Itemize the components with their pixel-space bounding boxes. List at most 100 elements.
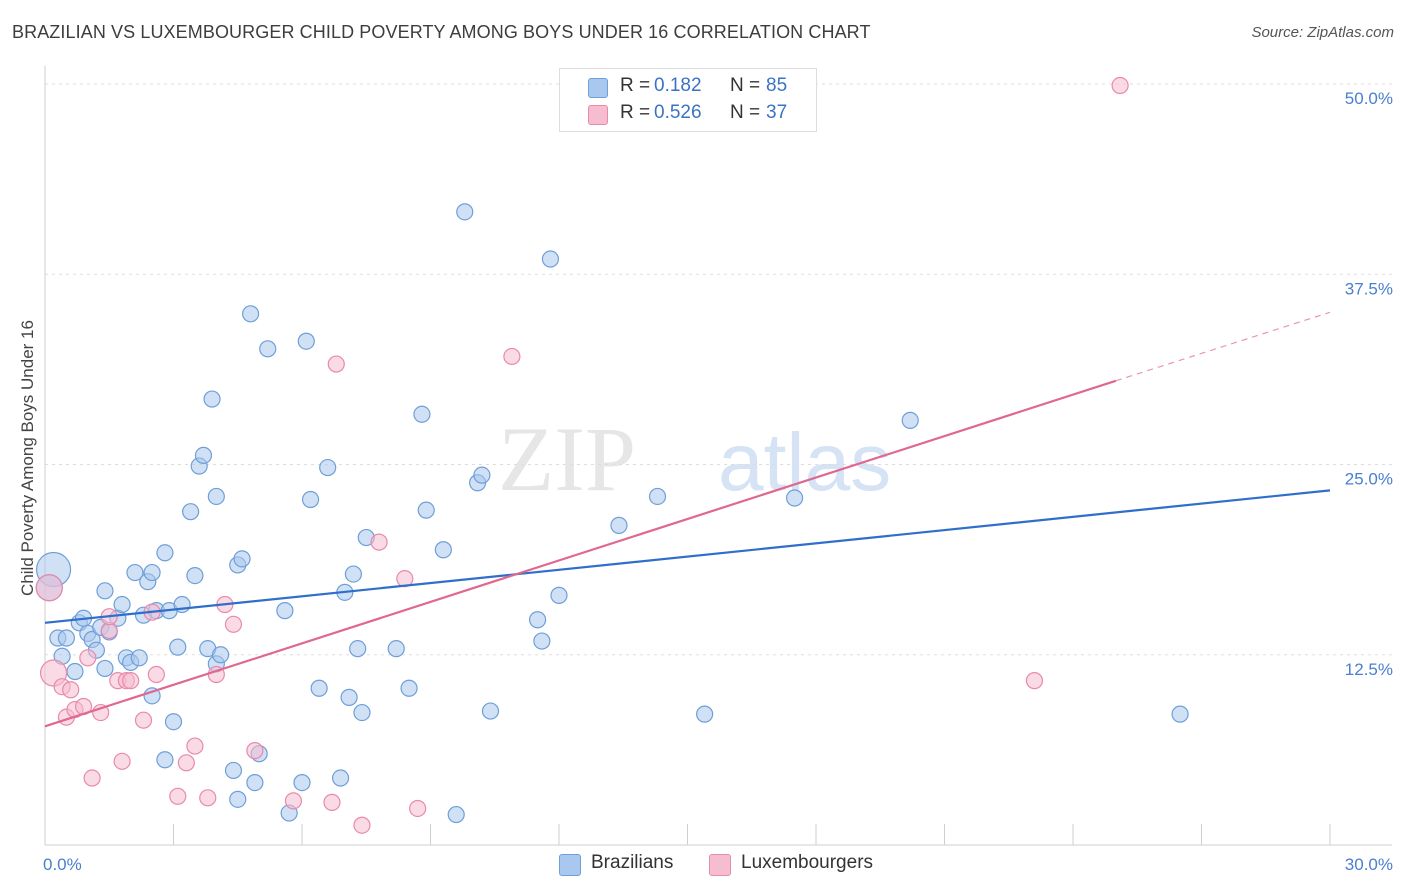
- trend-lines: [44, 311, 1331, 728]
- legend-n-value: 37: [766, 102, 788, 123]
- data-point: [147, 665, 165, 684]
- brazilians-points: [35, 203, 1189, 824]
- data-point: [134, 711, 153, 729]
- y-tick-label: 50.0%: [1345, 89, 1393, 108]
- data-point: [331, 769, 350, 787]
- legend-r-value: 0.182: [654, 75, 702, 96]
- data-point: [143, 687, 161, 705]
- data-point: [224, 615, 243, 633]
- bottom-legend-label: Brazilians: [591, 852, 674, 873]
- data-point: [481, 702, 500, 720]
- legend-n-label: N =: [730, 102, 761, 123]
- data-point: [413, 405, 431, 423]
- data-point: [323, 793, 341, 811]
- y-tick-label: 37.5%: [1345, 279, 1393, 298]
- y-tick-labels: 12.5% 25.0% 37.5% 50.0%: [1345, 89, 1393, 679]
- data-point: [610, 516, 628, 534]
- data-point: [130, 649, 148, 667]
- data-point: [349, 640, 367, 658]
- data-point: [259, 340, 277, 358]
- data-point: [301, 490, 320, 509]
- luxembourgers-points: [35, 76, 1129, 834]
- data-point: [164, 713, 183, 731]
- x-tick-label: 30.0%: [1345, 855, 1393, 874]
- data-point: [1111, 76, 1129, 95]
- legend-swatch-pink: [588, 105, 608, 125]
- data-point: [456, 203, 474, 221]
- data-point: [353, 703, 371, 722]
- legend-r-value: 0.526: [654, 102, 702, 123]
- data-point: [212, 646, 230, 664]
- legend-r-label: R =: [620, 102, 651, 123]
- data-point: [387, 640, 405, 658]
- bottom-legend-swatch-blue: [559, 854, 581, 876]
- data-point: [696, 705, 714, 723]
- data-point: [126, 563, 144, 582]
- data-point: [229, 790, 247, 808]
- data-point: [473, 466, 491, 484]
- data-point: [648, 487, 667, 506]
- data-point: [242, 305, 260, 323]
- bottom-legend-label: Luxembourgers: [741, 852, 874, 873]
- data-point: [409, 799, 427, 818]
- data-point: [284, 792, 303, 810]
- data-point: [1025, 672, 1044, 690]
- data-point: [246, 742, 264, 760]
- data-point: [901, 411, 919, 429]
- data-point: [122, 672, 140, 690]
- legend-swatch-blue: [588, 78, 608, 98]
- stats-legend: R = 0.182 N = 85 R = 0.526 N = 37: [559, 68, 817, 132]
- data-point: [113, 595, 131, 614]
- data-point: [785, 489, 804, 507]
- data-point: [35, 574, 63, 602]
- data-point: [169, 638, 187, 656]
- legend-n-value: 85: [766, 75, 788, 96]
- data-point: [169, 787, 187, 805]
- data-point: [344, 565, 362, 583]
- data-point: [66, 662, 84, 681]
- data-point: [353, 816, 371, 834]
- watermark-zip: ZIP: [498, 408, 636, 510]
- data-point: [528, 611, 547, 629]
- data-point: [417, 501, 435, 519]
- luxembourgers-trend-extension: [1115, 311, 1331, 382]
- data-point: [246, 773, 264, 792]
- data-point: [233, 550, 251, 568]
- data-point: [319, 458, 337, 477]
- data-point: [276, 602, 294, 620]
- data-point: [340, 688, 358, 706]
- data-point: [533, 632, 551, 650]
- data-point: [57, 629, 76, 647]
- x-tick-labels: 0.0% 30.0%: [43, 855, 1393, 874]
- legend-n-label: N =: [730, 75, 761, 96]
- data-point: [182, 503, 200, 521]
- data-point: [541, 250, 560, 268]
- data-point: [447, 805, 465, 824]
- data-point: [503, 347, 521, 366]
- data-point: [224, 761, 243, 780]
- data-point: [156, 751, 174, 769]
- data-point: [400, 679, 418, 697]
- data-point: [203, 390, 221, 408]
- legend-r-label: R =: [620, 75, 651, 96]
- data-point: [434, 541, 452, 559]
- data-point: [550, 586, 568, 604]
- data-point: [96, 582, 114, 600]
- data-point: [194, 446, 213, 464]
- data-point: [327, 355, 345, 373]
- data-point: [96, 659, 114, 678]
- x-tick-label: 0.0%: [43, 855, 82, 874]
- source-label: Source: ZipAtlas.com: [1251, 24, 1394, 41]
- watermark: ZIP atlas: [498, 408, 891, 510]
- data-point: [1171, 705, 1189, 723]
- gridlines: [45, 83, 1392, 656]
- luxembourgers-trend-line: [44, 379, 1117, 728]
- bottom-legend-swatch-pink: [709, 854, 731, 876]
- y-tick-label: 12.5%: [1345, 660, 1393, 679]
- y-tick-label: 25.0%: [1345, 470, 1393, 489]
- data-point: [293, 773, 311, 792]
- data-point: [370, 533, 388, 551]
- data-point: [199, 789, 217, 807]
- data-point: [62, 681, 80, 699]
